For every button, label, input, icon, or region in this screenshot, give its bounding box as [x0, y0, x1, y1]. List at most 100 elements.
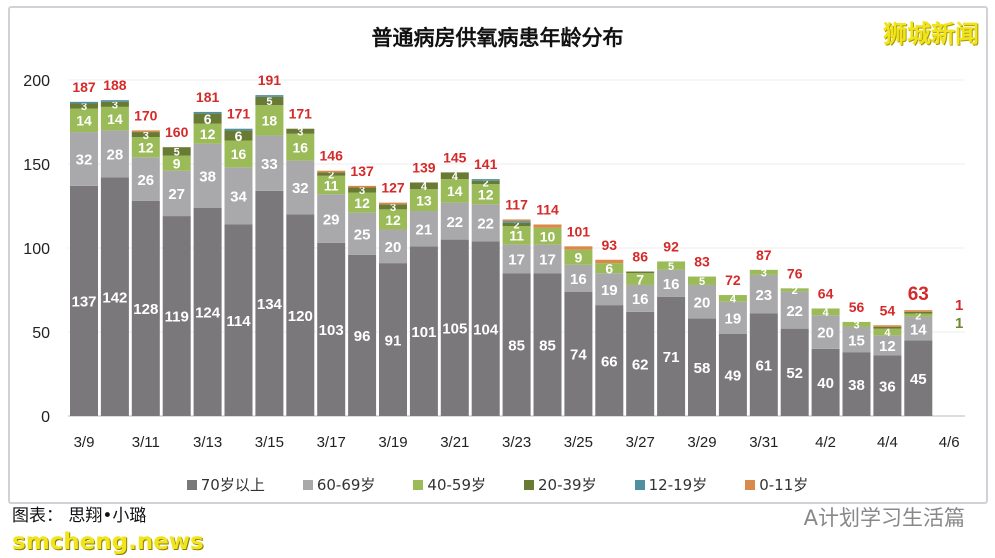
bar-segment	[317, 194, 346, 243]
bar-segment	[471, 184, 500, 205]
bar-segment	[502, 226, 531, 245]
segment-label: 12	[879, 338, 896, 355]
segment-label: 5	[174, 147, 180, 159]
segment-label: 6	[605, 260, 613, 276]
bar-segment	[131, 137, 160, 158]
bar-segment	[162, 170, 191, 217]
bar-segment	[440, 202, 469, 240]
segment-label: 36	[879, 378, 896, 395]
segment-label: 5	[699, 276, 705, 288]
bar-segment	[626, 311, 655, 416]
bar-segment	[255, 135, 284, 191]
bar-segment	[162, 147, 191, 156]
total-label: 127	[381, 180, 405, 196]
bar-segment	[193, 113, 222, 124]
chart-credit: 图表： 思翔•小璐	[12, 506, 147, 526]
segment-label: 12	[354, 195, 370, 211]
total-label: 63	[908, 284, 929, 305]
segment-label: 12	[385, 212, 401, 228]
bar-segment	[286, 133, 315, 161]
segment-label: 32	[292, 180, 309, 197]
total-label: 181	[196, 89, 220, 105]
segment-label: 96	[354, 328, 371, 345]
bar-segment	[595, 273, 624, 306]
bar-segment	[780, 291, 809, 329]
bar-segment	[502, 222, 531, 227]
bar-segment	[595, 305, 624, 416]
annotation-label: 1	[955, 297, 963, 314]
bar-segment	[718, 333, 747, 416]
segment-label: 20	[817, 325, 834, 342]
bar-segment	[131, 200, 160, 416]
segment-label: 2	[792, 285, 798, 297]
x-tick-label: 3/9	[74, 434, 95, 451]
total-label: 114	[536, 201, 559, 217]
legend-swatch	[302, 479, 313, 490]
bar-segment	[286, 160, 315, 215]
y-tick-label: 0	[41, 409, 50, 426]
legend-item: 70岁以上	[186, 474, 265, 495]
segment-label: 4	[884, 327, 891, 339]
bar-segment	[533, 273, 562, 416]
bar-segment	[873, 355, 902, 416]
segment-label: 12	[478, 187, 494, 203]
segment-label: 25	[354, 226, 371, 243]
x-tick-label: 3/13	[193, 434, 222, 451]
bar-segment	[348, 187, 377, 193]
bar-segment	[162, 155, 191, 171]
bar-segment	[471, 179, 500, 181]
segment-label: 14	[910, 321, 927, 338]
bar-segment	[255, 96, 284, 106]
segment-label: 52	[786, 365, 803, 382]
segment-label: 2	[483, 178, 489, 190]
segment-label: 38	[848, 377, 865, 394]
bar-segment	[626, 271, 655, 274]
bar-segment	[749, 313, 778, 416]
bar-segment	[595, 263, 624, 274]
bar-segment	[224, 167, 253, 225]
bar-segment	[564, 264, 593, 292]
segment-label: 3	[297, 126, 303, 138]
segment-label: 27	[168, 186, 185, 203]
segment-label: 10	[540, 229, 556, 245]
segment-label: 66	[601, 353, 618, 370]
segment-label: 14	[107, 111, 123, 127]
total-label: 170	[134, 107, 158, 123]
segment-label: 22	[477, 216, 494, 233]
segment-label: 3	[761, 268, 767, 280]
segment-label: 124	[195, 305, 221, 322]
legend-label: 12-19岁	[648, 476, 708, 494]
segment-label: 11	[324, 177, 339, 193]
bar-segment	[657, 296, 686, 416]
bar-segment	[904, 316, 933, 341]
segment-label: 120	[288, 308, 313, 325]
segment-label: 142	[102, 289, 127, 306]
segment-label: 71	[663, 349, 680, 366]
legend-swatch	[634, 479, 645, 490]
bar-segment	[193, 123, 222, 144]
segment-label: 3	[390, 202, 396, 214]
bar-segment	[379, 204, 407, 210]
segment-label: 16	[231, 146, 247, 162]
bar-segment	[595, 259, 624, 264]
bar-segment	[502, 221, 531, 223]
bar-segment	[348, 254, 377, 416]
segment-label: 23	[755, 287, 772, 304]
segment-label: 6	[204, 111, 212, 127]
segment-label: 19	[601, 282, 618, 299]
segment-label: 85	[539, 337, 556, 354]
segment-label: 103	[319, 322, 344, 339]
total-label: 187	[72, 79, 96, 95]
bar-segment	[873, 335, 902, 356]
segment-label: 85	[508, 337, 525, 354]
segment-label: 3	[81, 101, 87, 113]
bar-segment	[100, 100, 129, 102]
bar-segment	[162, 216, 191, 416]
bar-segment	[286, 214, 315, 416]
segment-label: 14	[76, 113, 92, 129]
bar-segment	[688, 284, 716, 319]
legend-label: 0-11岁	[759, 476, 809, 494]
segment-label: 128	[133, 301, 158, 318]
bar-segment	[904, 310, 933, 312]
